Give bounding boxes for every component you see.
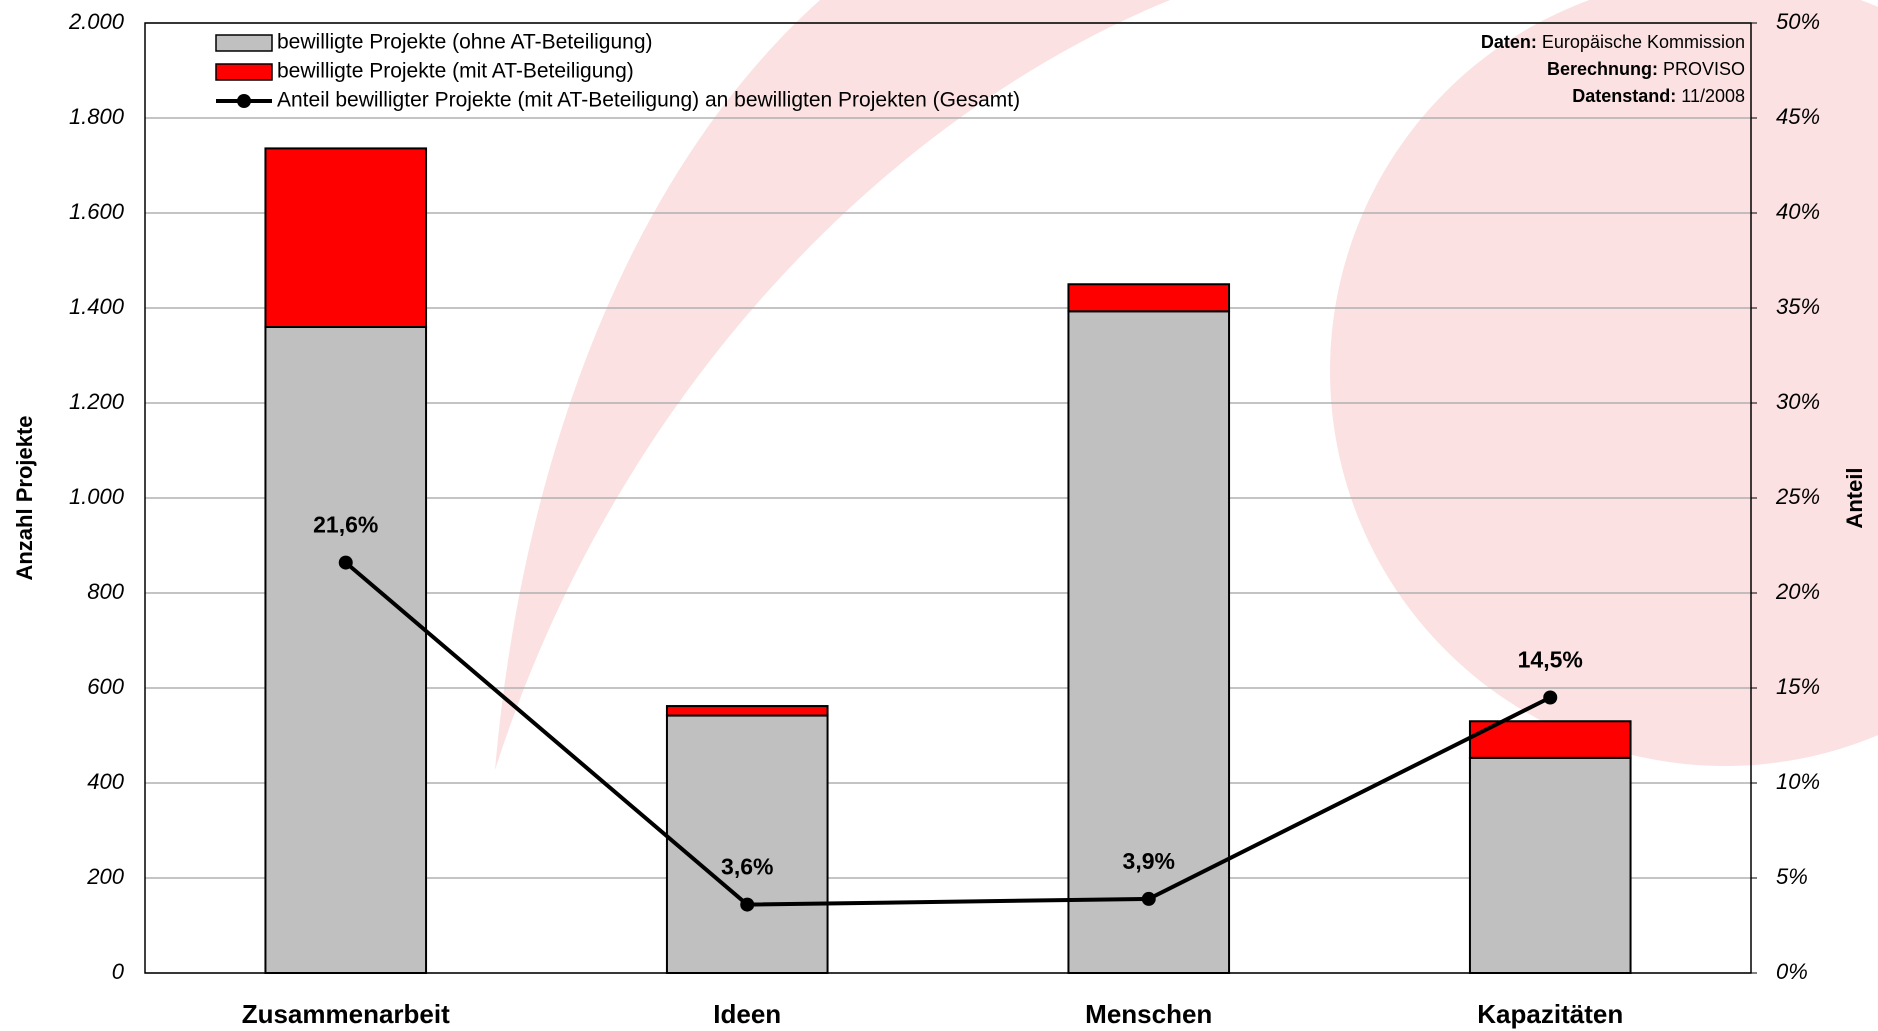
x-tick-label: Kapazitäten	[1477, 999, 1623, 1029]
bar-segment	[264, 147, 428, 328]
x-tick-label: Ideen	[713, 999, 781, 1029]
note-text: Europäische Kommission	[1542, 32, 1745, 52]
legend-swatch	[215, 63, 273, 81]
y-tick-label: 1.000	[69, 484, 125, 509]
bar-segment	[1067, 283, 1231, 313]
note-label: Daten:	[1481, 32, 1537, 52]
note-label: Berechnung:	[1547, 59, 1658, 79]
y2-tick-label: 30%	[1776, 389, 1820, 414]
note-label: Datenstand:	[1572, 86, 1676, 106]
plot-frame	[144, 22, 1752, 974]
y2-tick-label: 25%	[1775, 484, 1820, 509]
note-text: PROVISO	[1663, 59, 1745, 79]
y-tick-label: 1.200	[69, 389, 125, 414]
y2-tick-label: 20%	[1775, 579, 1820, 604]
x-tick-label: Zusammenarbeit	[242, 999, 450, 1029]
y2-tick-label: 50%	[1776, 9, 1820, 34]
bar-segment	[264, 326, 428, 974]
y-tick-label: 0	[112, 959, 125, 984]
y2-tick-label: 10%	[1776, 769, 1820, 794]
y2-tick-label: 0%	[1776, 959, 1808, 984]
y2-tick-label: 35%	[1776, 294, 1820, 319]
data-label: 3,6%	[721, 854, 773, 880]
y-tick-label: 600	[87, 674, 124, 699]
data-label: 14,5%	[1518, 647, 1583, 673]
bar-segment	[665, 705, 829, 717]
y-axis-title: Anzahl Projekte	[12, 415, 37, 580]
legend-swatch	[237, 94, 251, 108]
source-note: Datenstand: 11/2008	[1572, 86, 1745, 106]
bar-segment	[1468, 756, 1632, 975]
source-note: Daten: Europäische Kommission	[1481, 32, 1745, 52]
y2-tick-label: 40%	[1776, 199, 1820, 224]
source-note: Berechnung: PROVISO	[1547, 59, 1745, 79]
line-marker	[1543, 690, 1558, 705]
legend-label: bewilligte Projekte (mit AT-Beteiligung)	[277, 60, 634, 83]
y-tick-label: 800	[87, 579, 124, 604]
legend-swatch	[215, 34, 273, 52]
background-decoration	[495, 0, 1878, 770]
y2-tick-label: 5%	[1776, 864, 1808, 889]
y-tick-label: 1.800	[69, 104, 125, 129]
y-tick-label: 1.600	[69, 199, 125, 224]
data-label: 3,9%	[1123, 848, 1175, 874]
line-series	[344, 561, 1552, 907]
legend-label: bewilligte Projekte (ohne AT-Beteiligung…	[277, 31, 653, 54]
note-text: 11/2008	[1681, 86, 1745, 106]
bar-segment	[1067, 310, 1231, 974]
legend-label: Anteil bewilligter Projekte (mit AT-Bete…	[277, 89, 1020, 112]
y-tick-label: 1.400	[69, 294, 125, 319]
x-tick-label: Menschen	[1085, 999, 1212, 1029]
y-tick-label: 400	[87, 769, 124, 794]
data-label: 21,6%	[313, 512, 378, 538]
y-tick-label: 2.000	[68, 9, 125, 34]
y2-axis-title: Anteil	[1842, 467, 1867, 528]
y-tick-label: 200	[86, 864, 124, 889]
y2-tick-label: 15%	[1776, 674, 1820, 699]
line-marker	[338, 555, 353, 570]
y2-tick-label: 45%	[1776, 104, 1820, 129]
bar-segment	[665, 714, 829, 974]
bar-segment	[1468, 720, 1632, 759]
line-marker	[740, 897, 755, 912]
line-marker	[1141, 891, 1156, 906]
